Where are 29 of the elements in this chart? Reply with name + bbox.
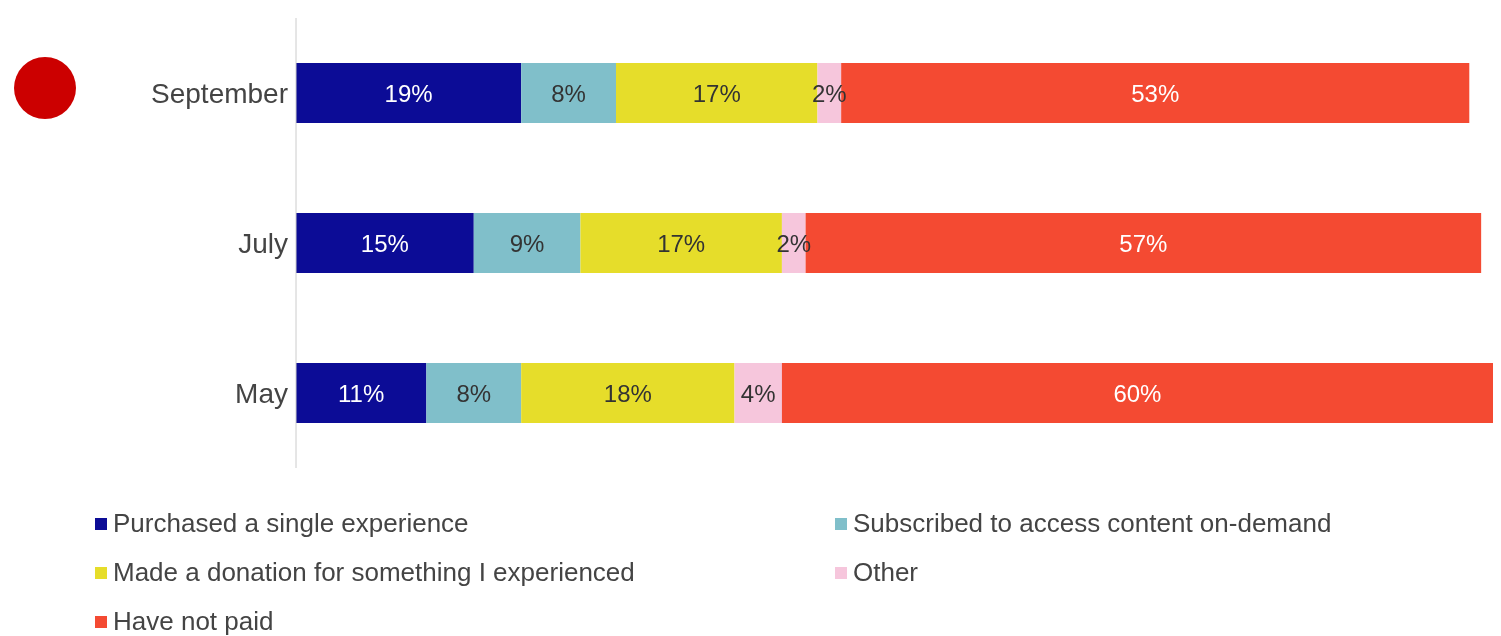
- bar: [426, 363, 522, 423]
- data-label: 18%: [603, 379, 652, 407]
- legend-label: Have not paid: [112, 606, 275, 636]
- bar: [781, 363, 1493, 423]
- legend-label: Made a donation for something I experienced: [112, 557, 636, 588]
- data-label: 53%: [1131, 79, 1180, 107]
- data-label: 8%: [456, 379, 492, 407]
- y-tick-label: May: [235, 377, 288, 409]
- data-label: 17%: [692, 79, 741, 107]
- legend-label: Other: [852, 557, 920, 588]
- bar: [473, 213, 581, 273]
- data-label: 8%: [551, 79, 586, 107]
- bar: [296, 213, 474, 273]
- data-label: 11%: [338, 379, 385, 407]
- bar: [521, 63, 616, 123]
- data-label: 4%: [740, 379, 776, 407]
- data-label: 9%: [509, 229, 545, 257]
- y-tick-label: September: [151, 77, 288, 109]
- legend-label: Purchased a single experience: [112, 508, 470, 539]
- bar: [296, 363, 427, 423]
- data-label: 19%: [384, 79, 433, 107]
- y-tick-label: July: [238, 227, 288, 259]
- bar: [296, 63, 522, 123]
- data-label: 60%: [1113, 379, 1162, 407]
- data-label: 17%: [657, 229, 706, 257]
- data-label: 15%: [360, 229, 409, 257]
- bar: [521, 363, 735, 423]
- legend-label: Subscribed to access content on-demand: [852, 508, 1333, 539]
- data-label: 57%: [1119, 229, 1168, 257]
